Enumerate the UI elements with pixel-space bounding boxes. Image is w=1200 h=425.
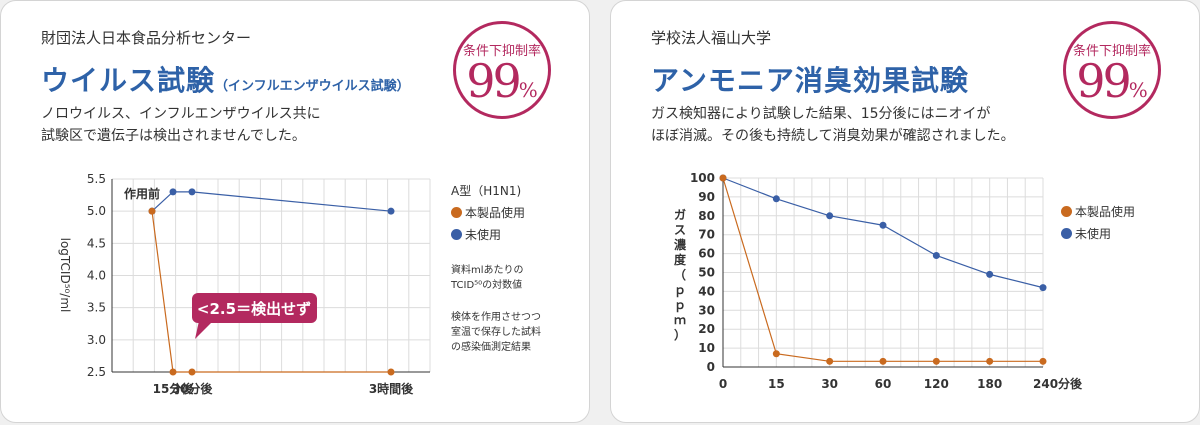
badge-number: 99 bbox=[466, 54, 522, 108]
legend-label: 未使用 bbox=[465, 227, 502, 242]
badge-number: 99 bbox=[1076, 54, 1132, 108]
legend-dot-icon bbox=[1061, 227, 1072, 239]
ammonia-chart: 0 10 20 30 40 50 60 70 80 90 100 0 15 30 60 120 180 240分後… bbox=[674, 171, 1083, 391]
data-point bbox=[932, 357, 940, 365]
ammonia-test-card: 学校法人福山大学 アンモニア消臭効果試験 ガス検知器により試験した結果、15分後… bbox=[610, 0, 1200, 423]
y-axis-label: ガス濃度（ｐｐｍ） bbox=[674, 207, 687, 342]
x-tick-label: 120 bbox=[924, 377, 949, 391]
legend-dot-icon bbox=[451, 206, 462, 218]
data-point bbox=[932, 251, 940, 259]
y-tick-label: 60 bbox=[698, 247, 715, 261]
badge-unit: % bbox=[1128, 78, 1148, 102]
data-point bbox=[188, 368, 196, 376]
y-tick-label: 40 bbox=[698, 284, 715, 298]
legend-item-unused: 未使用 bbox=[451, 223, 525, 245]
legend-label: 本製品使用 bbox=[465, 205, 526, 220]
y-tick-label: 4.0 bbox=[87, 269, 106, 283]
data-point bbox=[772, 350, 780, 358]
y-tick-label: 70 bbox=[698, 228, 715, 242]
test-title: ウイルス試験（インフルエンザウイルス試験） bbox=[41, 59, 410, 99]
y-tick-label: 10 bbox=[698, 341, 715, 355]
x-tick-label: 3時間後 bbox=[369, 381, 414, 396]
data-point bbox=[986, 357, 994, 365]
y-tick-label: 100 bbox=[690, 171, 715, 185]
organization-name: 財団法人日本食品分析センター bbox=[41, 29, 252, 47]
y-tick-label: 50 bbox=[698, 266, 715, 280]
data-point bbox=[719, 174, 727, 182]
x-tick-label: 60 bbox=[875, 377, 892, 391]
test-description: ノロウイルス、インフルエンザウイルス共に 試験区で遺伝子は検出されませんでした。 bbox=[41, 103, 321, 147]
test-description: ガス検知器により試験した結果、15分後にはニオイが ほぼ消滅。その後も持続して消… bbox=[651, 103, 1015, 147]
callout-box bbox=[192, 293, 317, 323]
badge-value: 99% bbox=[456, 54, 548, 108]
data-point bbox=[148, 207, 156, 215]
suppression-rate-badge: 条件下抑制率 99% bbox=[1063, 21, 1161, 119]
data-point bbox=[772, 195, 780, 203]
data-point bbox=[826, 357, 834, 365]
x-tick-label: 15 bbox=[768, 377, 785, 391]
description-line: ほぼ消滅。その後も持続して消臭効果が確認されました。 bbox=[651, 128, 1015, 144]
annotation-before: 作用前 bbox=[124, 186, 160, 201]
y-tick-label: 2.5 bbox=[87, 365, 106, 379]
data-point bbox=[826, 212, 834, 220]
x-tick-label: 30分後 bbox=[172, 381, 214, 396]
data-point bbox=[1039, 357, 1047, 365]
legend-item-unused: 未使用 bbox=[1061, 222, 1135, 244]
description-line: ノロウイルス、インフルエンザウイルス共に bbox=[41, 106, 321, 122]
y-tick-label: 30 bbox=[698, 303, 715, 317]
virus-legend: A型（H1N1) 本製品使用 未使用 bbox=[451, 179, 525, 245]
data-point bbox=[387, 207, 395, 215]
badge-unit: % bbox=[518, 78, 538, 102]
data-point bbox=[986, 270, 994, 278]
legend-dot-icon bbox=[1061, 205, 1072, 217]
y-axis-label: logTCID⁵⁰/ml bbox=[58, 238, 72, 313]
badge-value: 99% bbox=[1066, 54, 1158, 108]
x-tick-label: 15分後 bbox=[153, 381, 195, 396]
test-title-sub: （インフルエンザウイルス試験） bbox=[215, 79, 410, 94]
legend-label: 未使用 bbox=[1075, 226, 1112, 241]
y-tick-label: 3.5 bbox=[87, 301, 106, 315]
data-point bbox=[169, 188, 177, 196]
suppression-rate-badge: 条件下抑制率 99% bbox=[453, 21, 551, 119]
x-tick-label: 30 bbox=[821, 377, 838, 391]
y-tick-label: 90 bbox=[698, 190, 715, 204]
data-point bbox=[879, 357, 887, 365]
description-line: 試験区で遺伝子は検出されませんでした。 bbox=[41, 128, 306, 144]
callout-pointer bbox=[195, 321, 213, 339]
badge-label: 条件下抑制率 bbox=[462, 44, 541, 59]
annotation-not-detected: <2.5＝検出せず bbox=[197, 300, 311, 318]
series-line bbox=[151, 211, 391, 373]
data-point bbox=[879, 221, 887, 229]
x-tick-label: 240分後 bbox=[1033, 376, 1083, 391]
note-method: 検体を作用させつつ 室温で保存した試料 の感染価測定結果 bbox=[451, 312, 541, 353]
legend-label: 本製品使用 bbox=[1075, 204, 1136, 219]
legend-title: A型（H1N1) bbox=[451, 183, 522, 198]
test-title: アンモニア消臭効果試験 bbox=[651, 64, 969, 97]
ammonia-legend: 本製品使用 未使用 bbox=[1061, 200, 1135, 244]
organization-name: 学校法人福山大学 bbox=[651, 29, 772, 47]
y-tick-label: 80 bbox=[698, 209, 715, 223]
y-tick-label: 5.5 bbox=[87, 172, 106, 186]
y-tick-label: 20 bbox=[698, 322, 715, 336]
description-line: ガス検知器により試験した結果、15分後にはニオイが bbox=[651, 106, 991, 122]
virus-test-card: 財団法人日本食品分析センター ウイルス試験（インフルエンザウイルス試験） ノロウ… bbox=[0, 0, 590, 423]
x-tick-label: 180 bbox=[977, 377, 1002, 391]
legend-item-product: 本製品使用 bbox=[1061, 200, 1135, 222]
data-point bbox=[188, 188, 196, 196]
y-tick-label: 4.5 bbox=[87, 236, 106, 250]
legend-item-product: 本製品使用 bbox=[451, 201, 525, 223]
note-units: 資料mlあたりの TCID⁵⁰の対数値 bbox=[451, 265, 524, 291]
data-point bbox=[387, 368, 395, 376]
y-tick-label: 0 bbox=[707, 360, 715, 374]
data-point bbox=[1039, 284, 1047, 292]
y-tick-label: 3.0 bbox=[87, 333, 106, 347]
y-tick-label: 5.0 bbox=[87, 204, 106, 218]
series-line bbox=[151, 191, 392, 212]
data-point bbox=[169, 368, 177, 376]
test-title-main: ウイルス試験 bbox=[41, 64, 216, 97]
x-tick-label: 0 bbox=[719, 377, 727, 391]
badge-label: 条件下抑制率 bbox=[1072, 44, 1151, 59]
legend-dot-icon bbox=[451, 228, 462, 240]
